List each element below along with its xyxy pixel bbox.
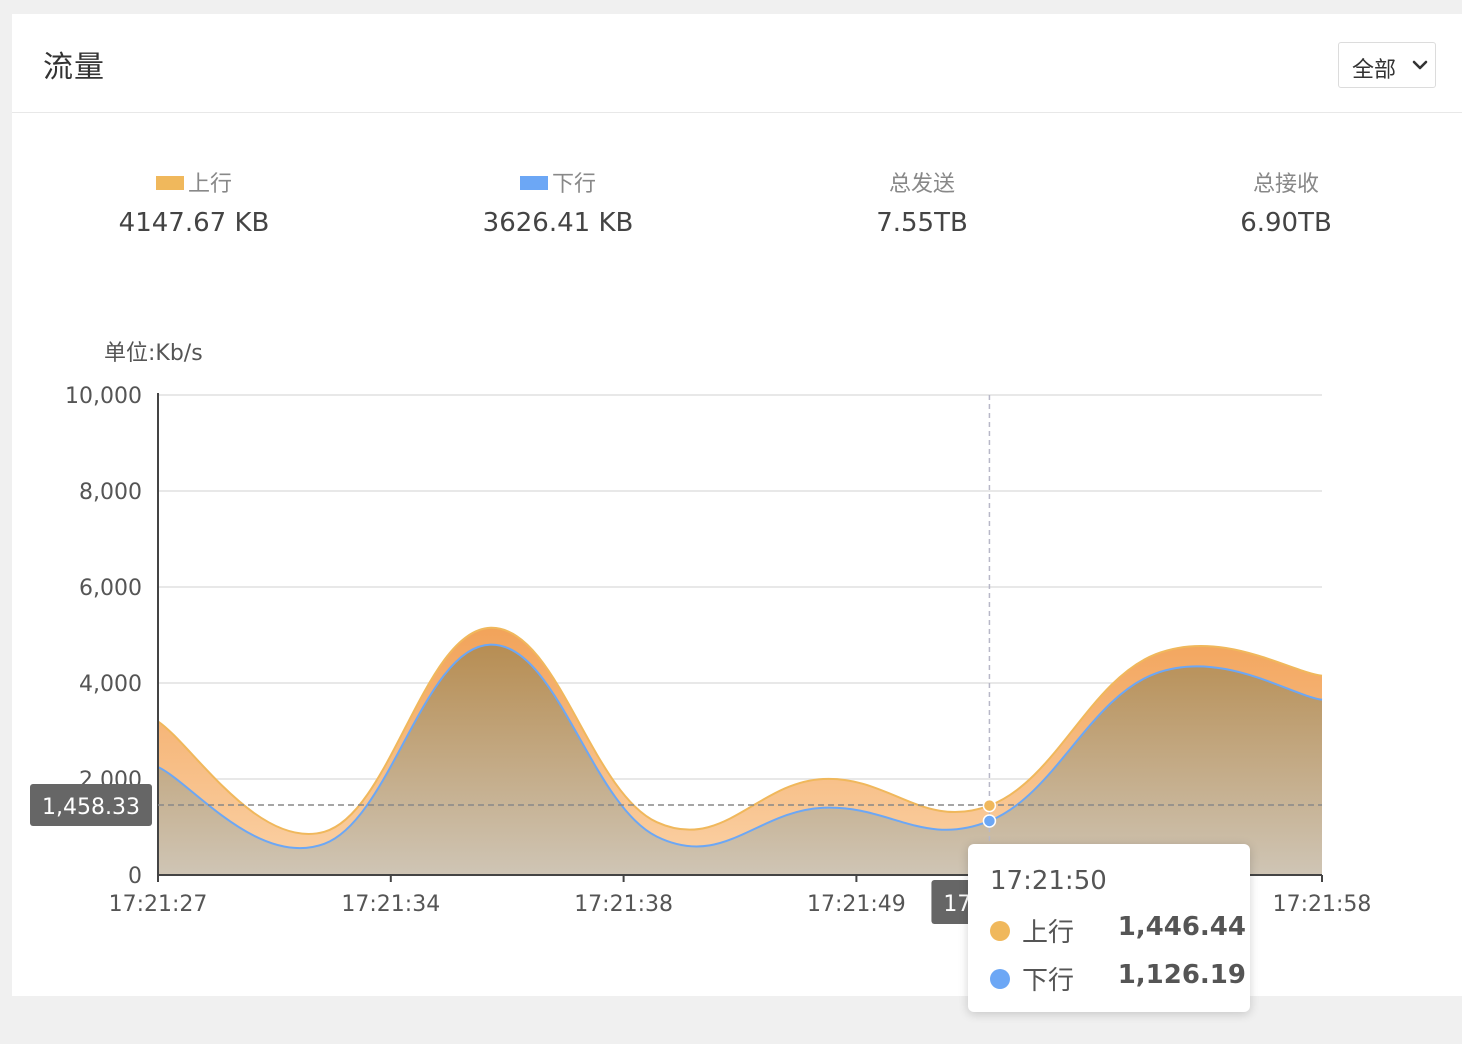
x-tick-label: 17:21:49	[807, 892, 906, 917]
stat-download-label: 下行	[551, 172, 596, 197]
y-tick-label: 0	[128, 864, 142, 889]
crosshair-y-label-box	[30, 784, 152, 827]
tooltip-download-dot	[990, 969, 1010, 989]
series-areas	[157, 626, 1323, 875]
x-tick-label: 17:21:27	[109, 892, 208, 917]
x-tick-label: 17:21:38	[574, 892, 673, 917]
y-tick-label: 4,000	[79, 672, 142, 697]
chevron-down-icon	[1412, 60, 1428, 70]
y-axis-unit-label: 单位:Kb/s	[104, 341, 203, 366]
stat-total-received-value: 6.90TB	[1240, 208, 1332, 238]
card-header: 流量 全部	[12, 14, 1462, 113]
y-tick-label: 8,000	[79, 480, 142, 505]
tooltip-time: 17:21:50	[990, 866, 1107, 896]
tooltip-row-download: 下行 1,126.19	[990, 960, 1246, 996]
series-area	[158, 644, 1322, 875]
chart-tooltip: 17:21:50 上行 1,446.44 下行 1,126.19	[968, 844, 1250, 1012]
stat-total-received-label: 总接收	[1252, 172, 1319, 197]
tooltip-upload-value: 1,446.44	[1117, 912, 1246, 942]
download-swatch	[519, 176, 548, 190]
tooltip-row-upload: 上行 1,446.44	[990, 912, 1246, 948]
card-title: 流量	[43, 50, 105, 85]
stat-total-sent: 总发送 7.55TB	[792, 166, 1052, 238]
range-select-value: 全部	[1352, 58, 1397, 83]
crosshair-point	[982, 798, 997, 813]
tooltip-upload-dot	[990, 921, 1010, 941]
crosshair-x-label: 17	[943, 892, 971, 917]
tooltip-download-value: 1,126.19	[1117, 960, 1246, 990]
x-tick-label: 17:21:34	[341, 892, 440, 917]
stat-total-sent-label: 总发送	[888, 172, 955, 197]
series-line	[157, 643, 1323, 850]
stat-download: 下行 3626.41 KB	[428, 166, 688, 238]
crosshair-y-label: 1,458.33	[42, 795, 140, 820]
stat-upload-label: 上行	[187, 172, 232, 197]
stat-total-sent-value: 7.55TB	[876, 208, 968, 238]
range-select[interactable]: 全部	[1338, 42, 1436, 88]
tooltip-upload-name: 上行	[1022, 918, 1075, 948]
crosshair-point	[982, 814, 997, 828]
stat-download-value: 3626.41 KB	[482, 208, 634, 238]
upload-swatch	[155, 176, 184, 190]
y-tick-label: 6,000	[79, 576, 142, 601]
stat-total-received: 总接收 6.90TB	[1156, 166, 1416, 238]
stat-upload: 上行 4147.67 KB	[64, 166, 324, 238]
series-line	[157, 626, 1323, 835]
x-tick-label: 17:21:58	[1273, 892, 1372, 917]
stat-upload-value: 4147.67 KB	[118, 208, 270, 238]
y-tick-label: 10,000	[65, 384, 142, 409]
tooltip-download-name: 下行	[1022, 966, 1075, 996]
